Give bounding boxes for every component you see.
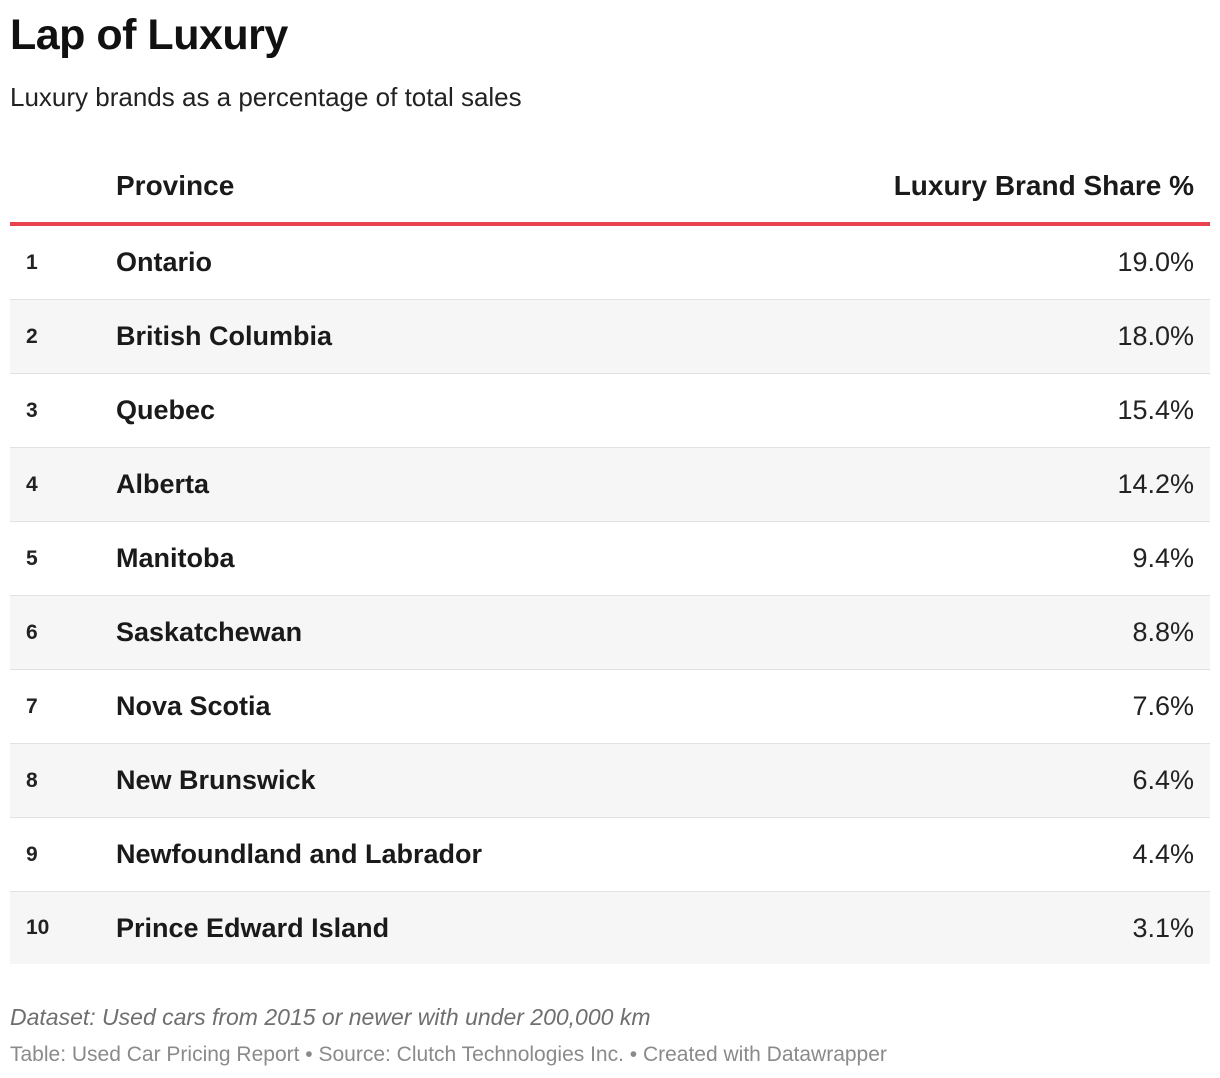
table-row: 9 Newfoundland and Labrador 4.4% (10, 818, 1210, 892)
luxury-share-cell: 19.0% (1117, 247, 1194, 277)
province-cell: Prince Edward Island (116, 912, 390, 943)
province-cell: British Columbia (116, 321, 333, 351)
table-header: Province Luxury Brand Share % (10, 152, 1210, 226)
table-row: 3 Quebec 15.4% (10, 374, 1210, 448)
luxury-share-cell: 7.6% (1132, 691, 1194, 721)
rank-cell: 3 (26, 398, 38, 422)
province-cell: Quebec (116, 395, 216, 425)
province-cell: Nova Scotia (116, 691, 271, 721)
table-row: 1 Ontario 19.0% (10, 226, 1210, 300)
source-footer: Table: Used Car Pricing Report • Source:… (10, 1043, 887, 1066)
column-header-province[interactable]: Province (116, 170, 235, 201)
table-row: 2 British Columbia 18.0% (10, 300, 1210, 374)
rank-cell: 2 (26, 324, 38, 348)
table-row: 4 Alberta 14.2% (10, 448, 1210, 522)
province-cell: Saskatchewan (116, 617, 303, 647)
province-cell: Ontario (116, 247, 213, 277)
rank-cell: 1 (26, 250, 38, 274)
table-row: 6 Saskatchewan 8.8% (10, 596, 1210, 670)
province-cell: Newfoundland and Labrador (116, 839, 483, 869)
table-row: 8 New Brunswick 6.4% (10, 744, 1210, 818)
luxury-share-cell: 9.4% (1132, 543, 1194, 573)
rank-cell: 9 (26, 842, 38, 866)
chart-subtitle: Luxury brands as a percentage of total s… (10, 82, 522, 112)
luxury-share-cell: 8.8% (1132, 617, 1194, 647)
rank-cell: 6 (26, 620, 38, 644)
data-table: Province Luxury Brand Share % 1 Ontario 19… (10, 152, 1210, 964)
table-body: 1 Ontario 19.0% 2 British Columbia 18.0% 3 Queb… (10, 226, 1210, 964)
table-row: 10 Prince Edward Island 3.1% (10, 892, 1210, 964)
chart-title: Lap of Luxury (10, 11, 288, 59)
province-cell: New Brunswick (116, 765, 316, 795)
province-cell: Alberta (116, 469, 210, 499)
dataset-note: Dataset: Used cars from 2015 or newer wi… (10, 1004, 651, 1030)
column-header-luxury-share[interactable]: Luxury Brand Share % (893, 170, 1194, 201)
luxury-share-cell: 6.4% (1132, 765, 1194, 795)
luxury-share-cell: 15.4% (1117, 395, 1194, 425)
table-row: 5 Manitoba 9.4% (10, 522, 1210, 596)
rank-cell: 5 (26, 546, 38, 570)
rank-cell: 7 (26, 694, 38, 718)
rank-cell: 4 (26, 472, 38, 496)
province-cell: Manitoba (116, 543, 235, 573)
luxury-share-cell: 14.2% (1117, 469, 1194, 499)
rank-cell: 8 (26, 768, 38, 792)
luxury-share-cell: 4.4% (1132, 839, 1194, 869)
luxury-share-cell: 3.1% (1132, 912, 1194, 943)
table-row: 7 Nova Scotia 7.6% (10, 670, 1210, 744)
rank-cell: 10 (26, 916, 50, 939)
luxury-share-cell: 18.0% (1117, 321, 1194, 351)
